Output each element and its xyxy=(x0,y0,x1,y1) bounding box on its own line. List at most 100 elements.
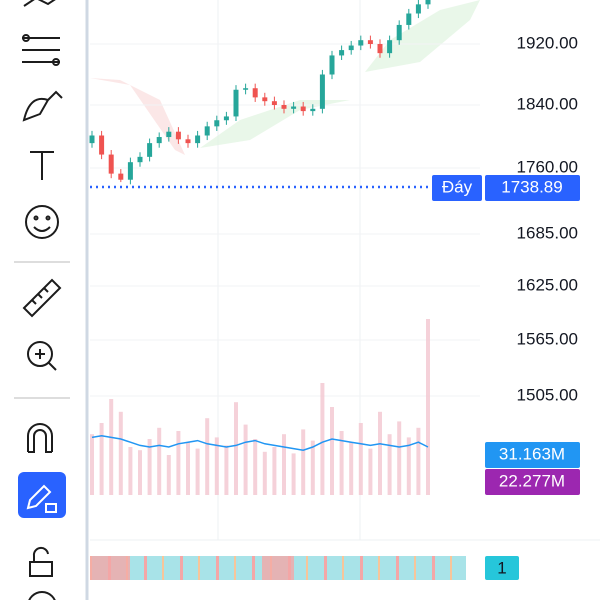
candle-body xyxy=(108,154,114,174)
candle-body xyxy=(329,55,335,75)
volume-bar xyxy=(128,447,133,495)
more-tool[interactable] xyxy=(28,591,56,600)
volume-bar xyxy=(147,439,152,495)
volume-bar xyxy=(387,434,392,495)
candle-body xyxy=(281,105,287,109)
volume-bar xyxy=(234,402,238,495)
unlock-tool[interactable] xyxy=(29,546,53,577)
candle-body xyxy=(310,108,316,112)
candle-body xyxy=(137,156,143,163)
text-tool[interactable] xyxy=(30,151,54,180)
volume-bar xyxy=(253,439,258,495)
volume-bar xyxy=(310,440,315,495)
cloud-red xyxy=(90,78,185,155)
brush-tool[interactable] xyxy=(22,90,63,122)
candle-body xyxy=(214,120,220,127)
candle-body xyxy=(204,126,210,136)
candle-body xyxy=(415,4,421,14)
emoji-tool[interactable] xyxy=(25,205,59,239)
strip-badge xyxy=(485,556,519,580)
volume-bar xyxy=(301,429,306,495)
volume-bar xyxy=(224,445,229,495)
candle-body xyxy=(99,135,105,155)
volume-bar xyxy=(195,448,200,495)
candle-body xyxy=(147,143,153,157)
candle-body xyxy=(252,88,258,98)
candle-body xyxy=(348,45,354,51)
trend-tool[interactable] xyxy=(23,0,60,7)
candle-body xyxy=(175,131,181,140)
candle-body xyxy=(377,44,383,54)
candles xyxy=(89,0,431,185)
volume-bar xyxy=(320,383,325,495)
volume-bar xyxy=(426,319,430,495)
volume-value: 22.277M xyxy=(499,471,565,490)
volume-ma-line xyxy=(91,435,429,451)
volume-bar xyxy=(272,447,277,495)
price-tick-label: 1685.00 xyxy=(517,223,578,242)
candle-body xyxy=(339,50,345,56)
candle-body xyxy=(233,89,239,117)
candle-body xyxy=(319,74,325,109)
volume-bar xyxy=(166,455,171,495)
volume-ma-badge xyxy=(485,442,580,468)
volume-bar xyxy=(214,437,219,495)
magnet-tool[interactable] xyxy=(27,423,53,453)
signal-strip-red xyxy=(90,556,130,580)
low-label-badge xyxy=(432,175,482,201)
price-tick-label: 1840.00 xyxy=(517,94,578,113)
volume-bar xyxy=(99,423,104,495)
candle-body xyxy=(243,88,249,90)
volume-bar xyxy=(397,421,402,495)
candle-body xyxy=(166,131,172,138)
candle-body xyxy=(396,24,402,41)
cloud-green xyxy=(200,100,350,148)
candle-body xyxy=(387,40,393,54)
low-value: 1738.89 xyxy=(501,177,562,196)
volume-bar xyxy=(291,453,296,495)
volume-bar xyxy=(339,431,344,495)
ruler-tool[interactable] xyxy=(22,278,62,318)
volume-bar xyxy=(349,442,354,495)
volume-bar xyxy=(138,450,142,495)
candle-body xyxy=(367,40,373,44)
low-value-badge xyxy=(485,175,580,201)
volume-bar xyxy=(262,451,267,495)
volume-bar xyxy=(406,437,411,495)
draw-lock-tool[interactable] xyxy=(18,472,66,518)
toolbar xyxy=(14,0,70,600)
candle-body xyxy=(223,116,229,121)
price-tick-label: 1625.00 xyxy=(517,275,578,294)
candle-body xyxy=(262,97,268,102)
volume-bar xyxy=(243,424,248,495)
volume-bar xyxy=(176,431,181,495)
candle-body xyxy=(406,13,412,25)
volume-bar xyxy=(157,427,162,495)
signal-strip-red xyxy=(262,556,294,580)
low-label: Đáy xyxy=(442,177,473,196)
volume-bar xyxy=(416,427,421,495)
fib-tool[interactable] xyxy=(22,34,60,66)
volume-bar xyxy=(330,407,334,495)
volume xyxy=(90,319,430,495)
price-tick-label: 1565.00 xyxy=(517,329,578,348)
strip-badge-text: 1 xyxy=(497,558,506,577)
volume-bar xyxy=(109,399,114,495)
volume-bar xyxy=(282,434,286,495)
candle-body xyxy=(271,101,277,105)
candle-body xyxy=(118,173,124,180)
price-tick-label: 1920.00 xyxy=(517,33,578,52)
volume-ma-value: 31.163M xyxy=(499,444,565,463)
zoom-tool[interactable] xyxy=(27,341,57,371)
volume-bar xyxy=(186,442,190,495)
candle-body xyxy=(127,162,133,180)
candle-body xyxy=(291,106,297,109)
volume-bar xyxy=(118,411,123,495)
price-tick-label: 1505.00 xyxy=(517,385,578,404)
volume-bar xyxy=(205,418,210,495)
volume-bar xyxy=(358,423,363,495)
candle-body xyxy=(300,106,306,112)
candle-body xyxy=(425,0,431,5)
